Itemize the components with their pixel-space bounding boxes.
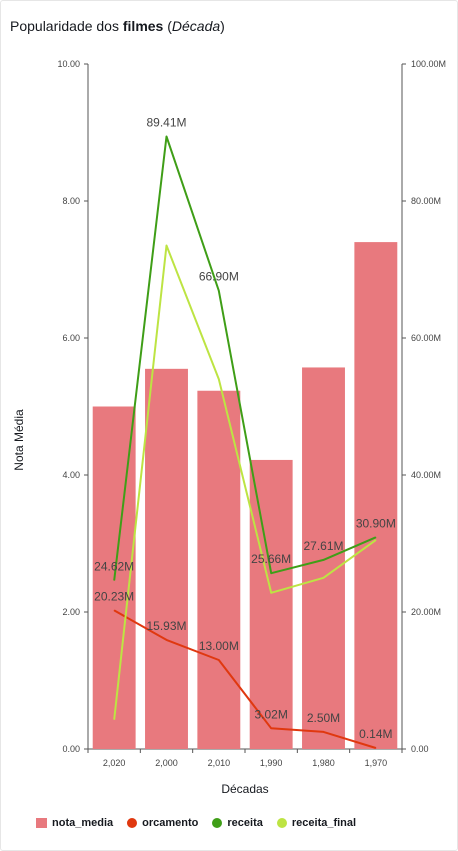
bar-nota_media — [302, 367, 345, 749]
point-receita-final — [166, 245, 167, 247]
y2-tick-label: 60.00M — [411, 333, 441, 343]
title-paren-open: ( — [163, 18, 172, 34]
x-tick-label: 1,970 — [365, 758, 388, 768]
y2-tick-label: 20.00M — [411, 607, 441, 617]
point-receita-final — [218, 378, 220, 380]
point-orcamento — [113, 609, 115, 611]
y2-tick-label: 0.00 — [411, 744, 429, 754]
point-receita — [166, 136, 167, 138]
legend-item-orcamento[interactable]: orcamento — [127, 817, 198, 829]
data-label-orcamento: 2.50M — [307, 711, 340, 725]
x-tick-label: 1,980 — [312, 758, 335, 768]
legend-label-receita-final: receita_final — [291, 817, 357, 829]
legend-item-receita[interactable]: receita — [212, 817, 263, 829]
data-label-receita: 30.90M — [356, 516, 396, 530]
y2-tick-label: 80.00M — [411, 196, 441, 206]
point-receita-final — [113, 719, 115, 721]
data-label-orcamento: 15.93M — [146, 619, 186, 633]
legend-item-nota-media[interactable]: nota_media — [36, 817, 113, 829]
legend-label-orcamento: orcamento — [142, 817, 199, 829]
title-bold: filmes — [122, 18, 164, 34]
point-orcamento — [270, 727, 272, 729]
x-axis-title: Décadas — [221, 782, 268, 796]
line-receita — [113, 135, 377, 581]
point-receita — [375, 536, 377, 538]
point-receita — [323, 559, 324, 561]
point-receita — [113, 579, 115, 581]
data-label-receita: 25.66M — [251, 552, 291, 566]
point-orcamento — [375, 747, 377, 749]
bar-nota_media — [354, 242, 398, 749]
data-label-orcamento: 3.02M — [254, 707, 287, 721]
y2-tick-label: 40.00M — [411, 470, 441, 480]
line-orcamento — [113, 609, 377, 749]
legend-swatch-receita — [212, 818, 223, 828]
point-receita-final — [375, 539, 377, 541]
x-tick-label: 2,020 — [103, 758, 126, 768]
chart-legend: nota_media orcamento receita receita_fin… — [36, 817, 370, 829]
point-receita-final — [323, 577, 324, 579]
point-receita-final — [270, 592, 272, 594]
point-receita — [218, 290, 220, 292]
point-orcamento — [218, 659, 220, 661]
legend-swatch-receita-final — [276, 818, 287, 828]
y2-tick-label: 100.00M — [411, 59, 446, 69]
x-tick-label: 2,010 — [208, 758, 231, 768]
point-orcamento — [323, 731, 324, 733]
title-italic: Década — [171, 18, 221, 34]
y-tick-label: 8.00 — [62, 196, 80, 206]
chart-title: Popularidade dos filmes (Década) — [10, 18, 225, 34]
x-tick-label: 1,990 — [260, 758, 283, 768]
bar-nota_media — [249, 459, 293, 749]
y-tick-label: 10.00 — [57, 59, 80, 69]
y-tick-label: 4.00 — [62, 470, 80, 480]
data-label-receita: 89.41M — [146, 116, 186, 130]
bar-nota_media — [197, 390, 241, 749]
x-tick-label: 2,000 — [155, 758, 178, 768]
y-axis-title: Nota Média — [12, 409, 26, 471]
y-tick-label: 0.00 — [62, 744, 80, 754]
data-label-orcamento: 13.00M — [199, 639, 239, 653]
y-tick-label: 2.00 — [62, 607, 80, 617]
legend-label-receita: receita — [227, 817, 263, 829]
data-label-receita: 66.90M — [199, 270, 239, 284]
line-receita-final — [113, 244, 377, 720]
data-label-orcamento: 20.23M — [94, 589, 134, 603]
y-tick-label: 6.00 — [62, 333, 80, 343]
title-paren-close: ) — [220, 18, 225, 34]
title-text: Popularidade dos — [10, 18, 123, 34]
point-receita — [270, 572, 272, 574]
point-orcamento — [166, 639, 167, 641]
legend-label-nota-media: nota_media — [52, 817, 114, 829]
data-label-orcamento: 0.14M — [359, 727, 392, 741]
legend-swatch-orcamento — [127, 818, 138, 828]
data-label-receita: 27.61M — [303, 539, 343, 553]
bar-nota_media — [145, 368, 188, 749]
legend-item-receita-final[interactable]: receita_final — [276, 817, 357, 829]
legend-swatch-nota-media — [36, 818, 47, 828]
data-label-receita: 24.62M — [94, 559, 134, 573]
